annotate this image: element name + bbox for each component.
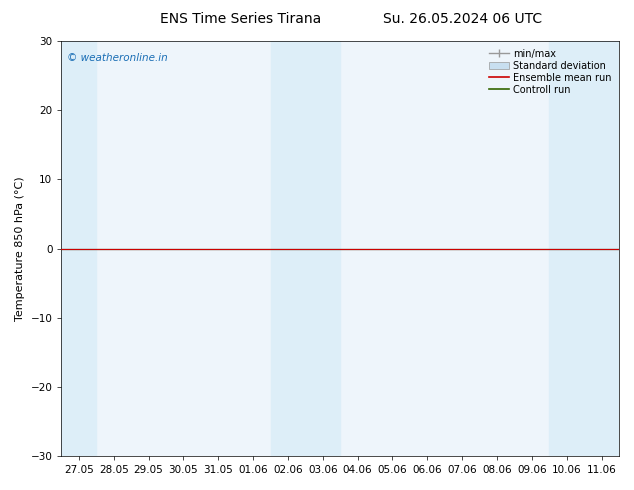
Text: Su. 26.05.2024 06 UTC: Su. 26.05.2024 06 UTC — [384, 12, 542, 26]
Text: © weatheronline.in: © weatheronline.in — [67, 53, 168, 64]
Bar — [271, 41, 340, 456]
Bar — [549, 41, 619, 456]
Y-axis label: Temperature 850 hPa (°C): Temperature 850 hPa (°C) — [15, 176, 25, 321]
Legend: min/max, Standard deviation, Ensemble mean run, Controll run: min/max, Standard deviation, Ensemble me… — [486, 46, 614, 98]
Text: ENS Time Series Tirana: ENS Time Series Tirana — [160, 12, 321, 26]
Bar — [61, 41, 96, 456]
